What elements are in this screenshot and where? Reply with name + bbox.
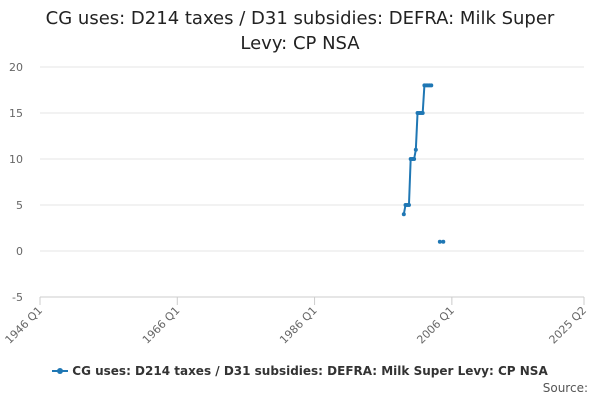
axes: -5 0 5 10 15 20 1946 Q1 1966 Q1 1986 Q1 2006 Q1 20… xyxy=(3,61,590,346)
legend-label: CG uses: D214 taxes / D31 subsidies: DEF… xyxy=(72,364,548,378)
data-point xyxy=(413,147,418,152)
legend-line-marker-icon xyxy=(52,366,69,376)
x-tick-label: 1946 Q1 xyxy=(3,304,46,347)
y-tick-label: -5 xyxy=(12,291,23,304)
series-group xyxy=(401,83,446,244)
y-tick-label: 0 xyxy=(16,245,23,258)
y-tick-label: 20 xyxy=(9,61,23,74)
data-point xyxy=(412,157,417,161)
data-point xyxy=(437,239,442,244)
data-point xyxy=(401,212,406,217)
x-tick-label: 2025 Q2 xyxy=(547,304,590,347)
data-point xyxy=(406,203,411,207)
y-tick-label: 10 xyxy=(9,153,23,166)
data-point xyxy=(441,239,446,244)
y-tick-label: 5 xyxy=(16,199,23,212)
y-tick-label: 15 xyxy=(9,107,23,120)
legend[interactable]: CG uses: D214 taxes / D31 subsidies: DEF… xyxy=(0,364,600,379)
source-label: Source: xyxy=(542,381,588,395)
grid-lines xyxy=(40,66,584,298)
chart-title-line-1: CG uses: D214 taxes / D31 subsidies: DEF… xyxy=(45,8,555,29)
data-point xyxy=(429,83,434,88)
chart-title: CG uses: D214 taxes / D31 subsidies: DEF… xyxy=(0,6,600,56)
data-point xyxy=(420,111,425,115)
x-tick-label: 2006 Q1 xyxy=(414,304,457,347)
x-tick-label: 1986 Q1 xyxy=(277,304,320,347)
chart-title-line-2: Levy: CP NSA xyxy=(240,33,360,54)
x-tick-label: 1966 Q1 xyxy=(140,304,183,347)
legend-item[interactable]: CG uses: D214 taxes / D31 subsidies: DEF… xyxy=(52,364,548,378)
